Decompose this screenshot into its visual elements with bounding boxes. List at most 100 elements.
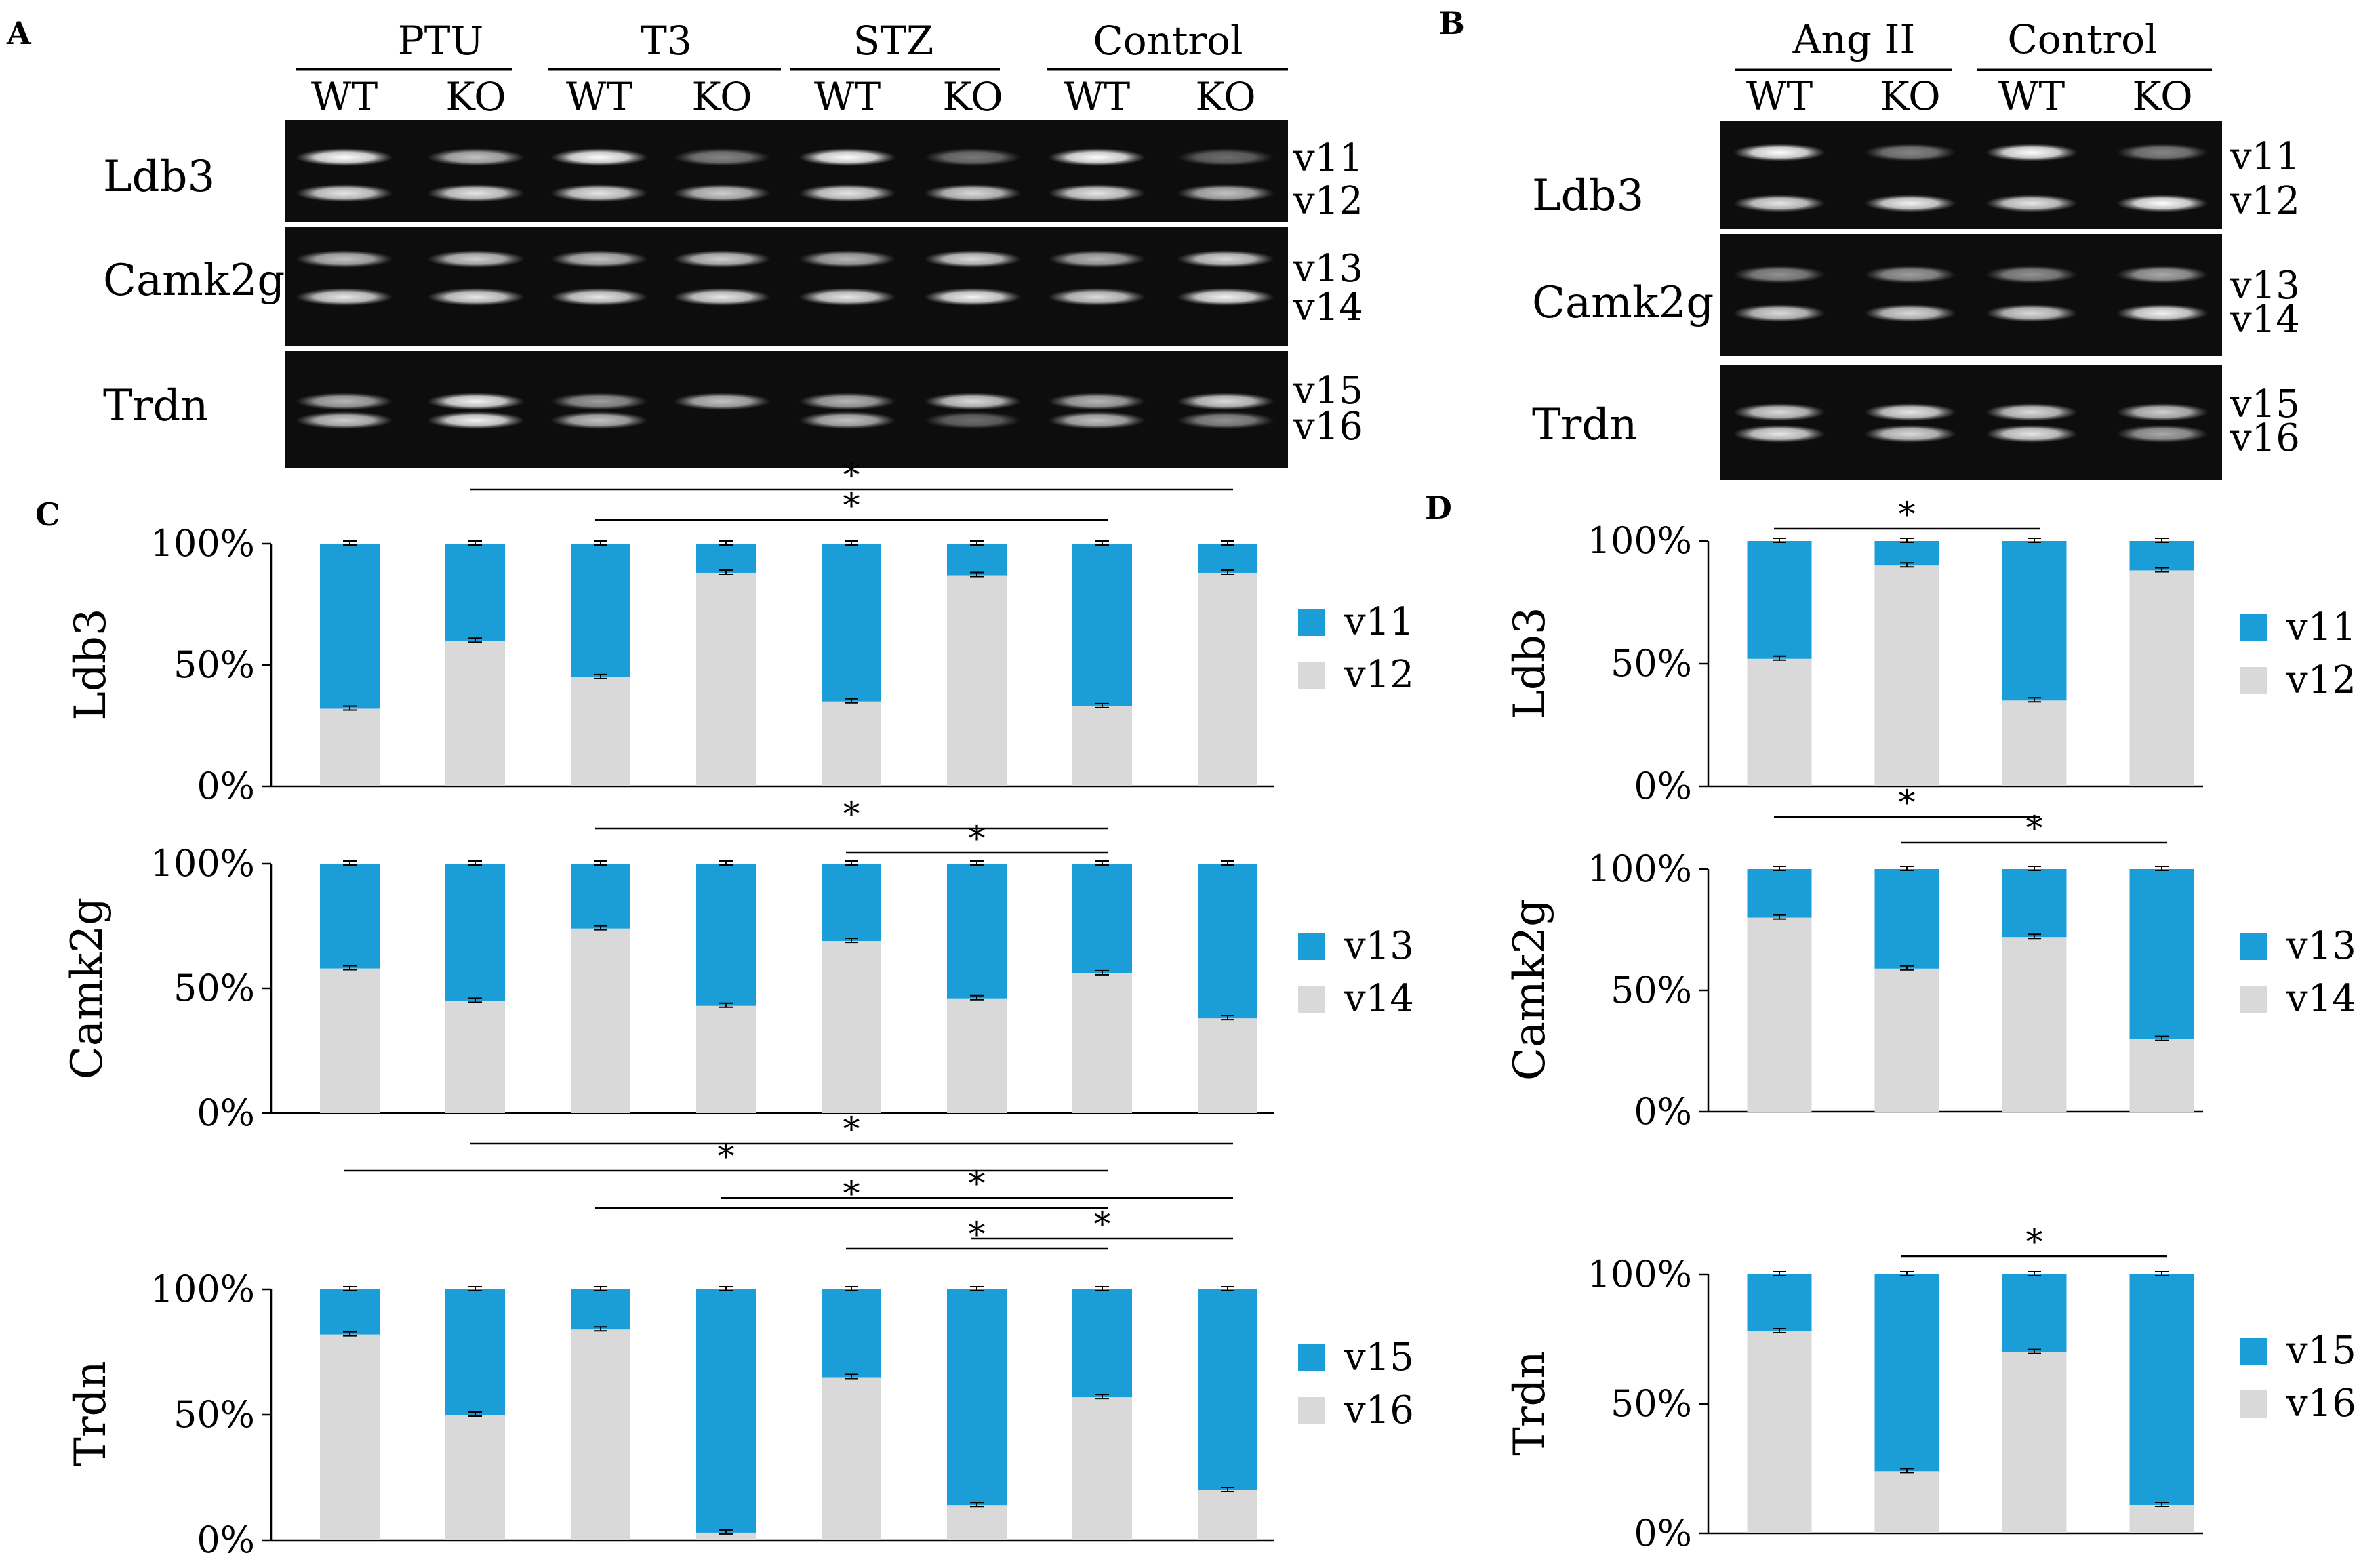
gene-label: Camk2g [103, 256, 285, 306]
panel-letter-c: C [35, 496, 60, 533]
gel-band [1733, 144, 1826, 161]
gel-band [296, 411, 393, 429]
gel-band [296, 288, 393, 306]
gel-band [1733, 304, 1826, 322]
group-label: PTU [398, 18, 484, 64]
bar-segment-top [947, 544, 1007, 576]
bar-segment-top [822, 544, 881, 702]
chart-c-ldb3: 0% 50% 100% Ldb3 v11 v12 ** [66, 456, 1414, 807]
gel-band [550, 288, 648, 306]
legend-swatch [2240, 1390, 2267, 1418]
lane-label: WT [311, 74, 378, 120]
gel-band [1048, 411, 1146, 429]
legend-swatch [1298, 933, 1325, 960]
panel-letter-a: A [6, 15, 32, 52]
bar-segment-bottom [1874, 968, 1939, 1112]
y-tick-label: 100% [1588, 519, 1692, 562]
gel-band [1048, 148, 1146, 166]
gel-band [550, 411, 648, 429]
group-label: Control [1093, 18, 1243, 64]
y-axis-label: Trdn [66, 1361, 116, 1466]
gel-band [1177, 184, 1274, 202]
lane-label: KO [1195, 74, 1255, 120]
gel-band [2116, 425, 2209, 443]
gel-image [1720, 365, 2222, 480]
y-axis-label: Camk2g [62, 898, 113, 1079]
legend-label: v15 [1344, 1335, 1414, 1380]
bar-segment-bottom [445, 1415, 505, 1540]
gel-band [1177, 288, 1274, 306]
significance-star: * [843, 486, 860, 525]
lane-label: KO [445, 74, 506, 120]
y-axis-label: Ldb3 [1505, 607, 1555, 719]
gel-band [1048, 184, 1146, 202]
y-tick-label: 50% [174, 643, 255, 686]
gel-band [1733, 425, 1826, 443]
y-tick-label: 50% [1611, 642, 1692, 685]
legend-swatch [1298, 1397, 1325, 1424]
gel-band [924, 288, 1022, 306]
gel-band [1864, 425, 1956, 443]
bar-segment-top [2002, 1274, 2067, 1352]
gel-image [1720, 234, 2222, 356]
gel-band [550, 148, 648, 166]
gel-band [1177, 411, 1274, 429]
bar-segment-top [1198, 864, 1257, 1019]
gel-band [1985, 304, 2078, 322]
gel-band [2116, 144, 2209, 161]
gel-band [799, 148, 896, 166]
gel-band [550, 184, 648, 202]
bar-segment-top [947, 864, 1007, 999]
bar-segment-top [445, 544, 505, 641]
gel-band [924, 393, 1022, 410]
bar-segment-top [947, 1289, 1007, 1506]
bar-segment-bottom [1874, 565, 1939, 786]
bar-segment-top [1198, 1289, 1257, 1490]
bar-segment-bottom [2002, 1352, 2067, 1533]
bar-segment-bottom [2129, 570, 2194, 786]
gel-band [924, 148, 1022, 166]
y-tick-label: 50% [1611, 969, 1692, 1011]
y-tick-label: 100% [150, 522, 255, 565]
group-label: Ang II [1792, 16, 1916, 62]
lane-label: KO [1880, 73, 1940, 119]
panel-letter-b: B [1438, 5, 1465, 41]
gel-band [427, 250, 525, 268]
bar-segment-top [822, 864, 881, 942]
bar-segment-top [445, 1289, 505, 1415]
gel-band [2116, 403, 2209, 421]
band-label: v12 [2230, 179, 2300, 223]
bar-segment-top [2129, 1274, 2194, 1505]
bar-segment-top [1747, 541, 1812, 659]
y-tick-label: 0% [197, 1519, 255, 1561]
gel-band [1985, 403, 2078, 421]
bar-segment-top [571, 1289, 630, 1330]
group-label: T3 [641, 18, 692, 64]
significance-star: * [969, 819, 986, 858]
gene-label: Camk2g [1532, 278, 1714, 328]
gel-band [1177, 250, 1274, 268]
legend-label: v13 [2286, 924, 2356, 968]
bar-segment-bottom [2002, 937, 2067, 1112]
bar-segment-bottom [320, 968, 380, 1113]
gene-label: Ldb3 [103, 152, 215, 202]
band-label: v11 [2230, 135, 2300, 179]
bar-segment-bottom [1747, 917, 1812, 1112]
bar-segment-top [1072, 1289, 1132, 1398]
gel-band [1985, 144, 2078, 161]
chart-c-trdn: 0% 50% 100% Trdn v15 v16 * * * * * * [66, 1110, 1414, 1561]
bar-segment-top [1072, 864, 1132, 973]
legend-label: v15 [2286, 1329, 2356, 1373]
lane-label: WT [566, 74, 633, 120]
gel-band [799, 184, 896, 202]
y-tick-label: 100% [150, 1268, 255, 1310]
bar-segment-top [1874, 869, 1939, 969]
y-tick-label: 100% [1588, 847, 1692, 890]
bar-segment-top [320, 1289, 380, 1335]
gel-band [1864, 195, 1956, 212]
gel-band [1177, 393, 1274, 410]
bar-segment-top [1747, 1274, 1812, 1332]
